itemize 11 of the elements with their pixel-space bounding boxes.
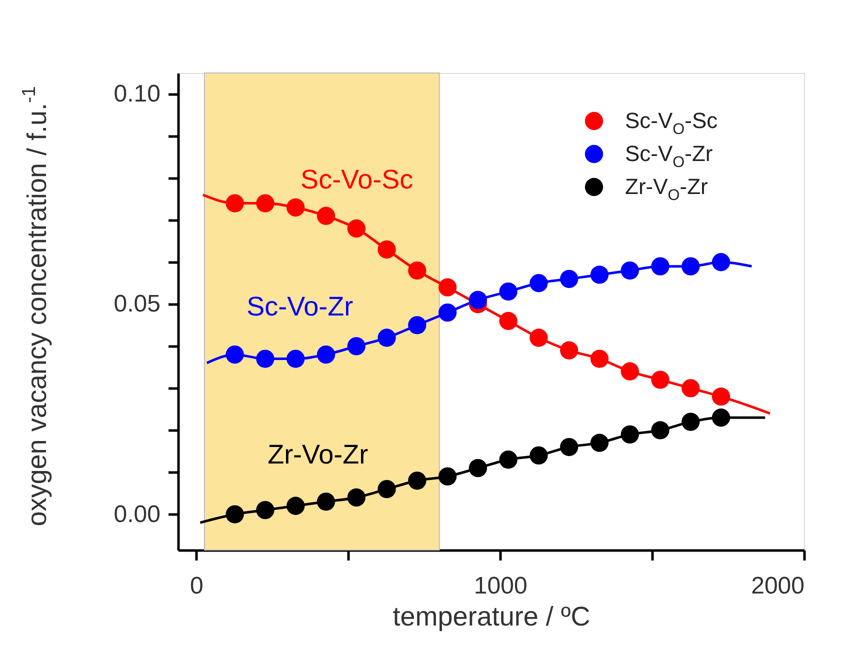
y-axis-title: oxygen vacancy concentration / f.u.-1 [19, 86, 52, 526]
x-tick-label: 1000 [474, 572, 528, 600]
x-tick-label: 2000 [751, 572, 804, 600]
x-tick-label: 0 [190, 572, 204, 600]
y-tick-label: 0.10 [114, 80, 160, 108]
y-tick-label: 0.05 [114, 290, 160, 318]
y-tick-label: 0.00 [114, 500, 160, 528]
annotation: Zr-Vo-Zr [268, 439, 368, 470]
annotation: Sc-Vo-Sc [300, 164, 414, 194]
annotation: Sc-Vo-Zr [246, 292, 354, 322]
x-axis-title: temperature / ºC [392, 602, 590, 632]
